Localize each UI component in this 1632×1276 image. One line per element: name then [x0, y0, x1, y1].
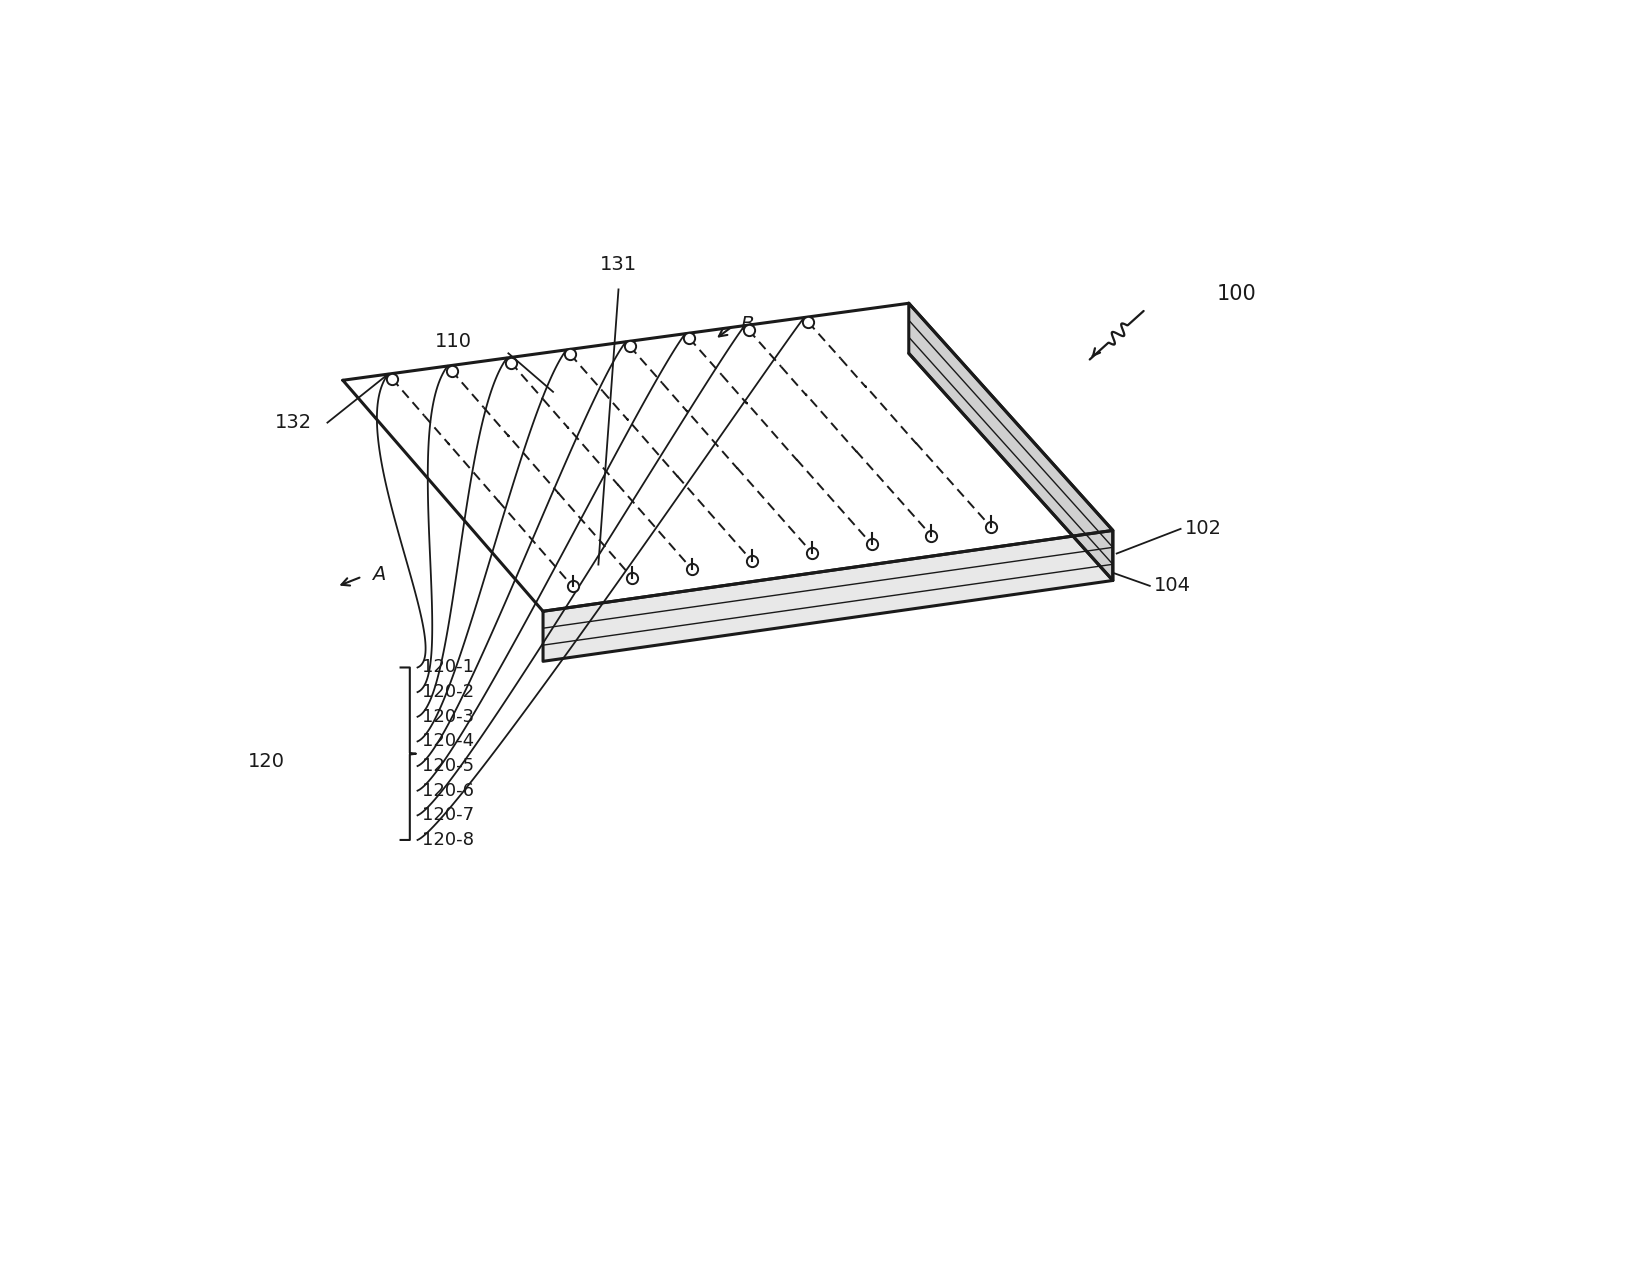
Text: 131: 131 — [601, 255, 636, 274]
Text: 120-4: 120-4 — [423, 732, 475, 750]
Text: 104: 104 — [1154, 577, 1191, 596]
Polygon shape — [343, 304, 1113, 611]
Text: 120-6: 120-6 — [423, 782, 475, 800]
Text: 120: 120 — [248, 752, 286, 771]
Text: 120-7: 120-7 — [423, 806, 475, 824]
Text: A: A — [372, 565, 385, 584]
Text: 120-3: 120-3 — [423, 708, 475, 726]
Text: 132: 132 — [274, 413, 312, 433]
Polygon shape — [909, 304, 1113, 581]
Text: 120-5: 120-5 — [423, 757, 475, 775]
Text: 120-8: 120-8 — [423, 831, 475, 849]
Text: B: B — [741, 315, 754, 333]
Text: 110: 110 — [434, 332, 472, 351]
Text: 100: 100 — [1217, 285, 1257, 304]
Text: 102: 102 — [1185, 519, 1221, 538]
Polygon shape — [543, 531, 1113, 661]
Text: 120-1: 120-1 — [423, 658, 475, 676]
Text: 120-2: 120-2 — [423, 683, 475, 701]
